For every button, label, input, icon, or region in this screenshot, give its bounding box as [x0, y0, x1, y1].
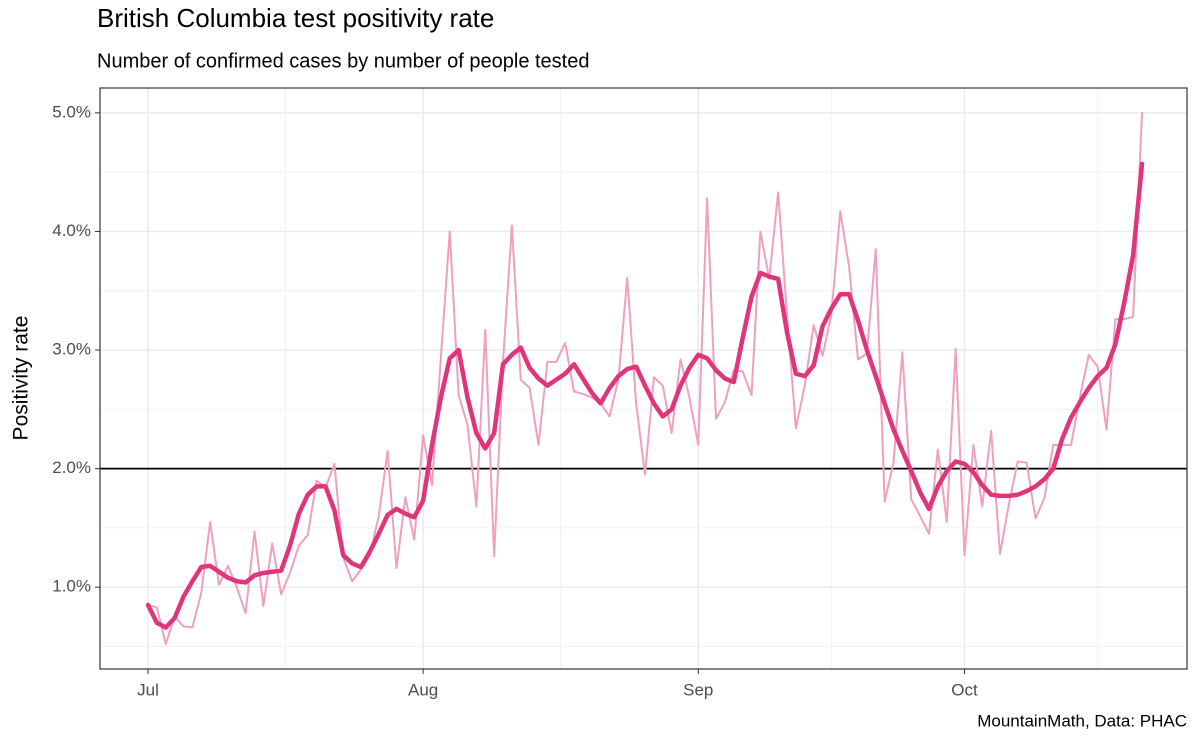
- panel-border: [99, 87, 1188, 670]
- series-line: [147, 111, 1143, 646]
- x-tick-label: Sep: [683, 680, 713, 699]
- y-tick-label: 4.0%: [52, 221, 91, 240]
- x-tick-label: Jul: [137, 680, 159, 699]
- x-tick-label: Oct: [951, 680, 978, 699]
- y-axis-label: Positivity rate: [10, 316, 33, 441]
- y-tick-label: 5.0%: [52, 102, 91, 121]
- caption: MountainMath, Data: PHAC: [977, 711, 1187, 730]
- y-tick-label: 1.0%: [52, 577, 91, 596]
- chart-subtitle: Number of confirmed cases by number of p…: [97, 50, 589, 72]
- y-tick-label: 3.0%: [52, 340, 91, 359]
- y-tick-label: 2.0%: [52, 458, 91, 477]
- series-line: [145, 161, 1145, 630]
- chart-title: British Columbia test positivity rate: [97, 3, 494, 33]
- x-tick-label: Aug: [408, 680, 438, 699]
